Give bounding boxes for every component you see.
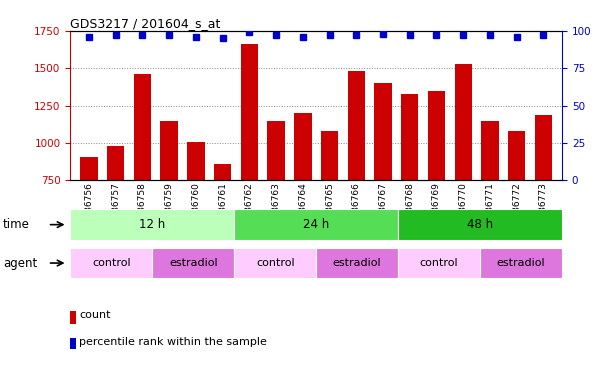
Bar [508,131,525,180]
Text: time: time [3,218,30,231]
Bar [481,121,499,180]
Bar [535,114,552,180]
Bar [398,248,480,278]
Bar [316,248,398,278]
Text: control: control [420,258,458,268]
Text: count: count [79,310,111,320]
Text: estradiol: estradiol [497,258,546,268]
Bar [214,164,232,180]
Bar [375,83,392,180]
Text: estradiol: estradiol [333,258,381,268]
Bar [348,71,365,180]
Text: 24 h: 24 h [303,218,329,231]
Bar [321,131,338,180]
Text: percentile rank within the sample: percentile rank within the sample [79,337,267,347]
Bar [480,248,562,278]
Text: GDS3217 / 201604_s_at: GDS3217 / 201604_s_at [70,17,221,30]
Text: agent: agent [3,257,37,270]
Bar [241,44,258,180]
Bar [234,209,398,240]
Bar [70,209,234,240]
Bar [268,121,285,180]
Text: control: control [256,258,295,268]
Bar [398,209,562,240]
Text: 48 h: 48 h [467,218,493,231]
Bar [294,113,312,180]
Bar [107,146,125,180]
Bar [70,248,152,278]
Text: control: control [92,258,131,268]
Text: estradiol: estradiol [169,258,218,268]
Bar [80,157,98,180]
Bar [455,64,472,180]
Text: 12 h: 12 h [139,218,166,231]
Bar [234,248,316,278]
Bar [152,248,234,278]
Bar [401,94,419,180]
Bar [428,91,445,180]
Bar [187,142,205,180]
Bar [161,121,178,180]
Bar [134,74,151,180]
